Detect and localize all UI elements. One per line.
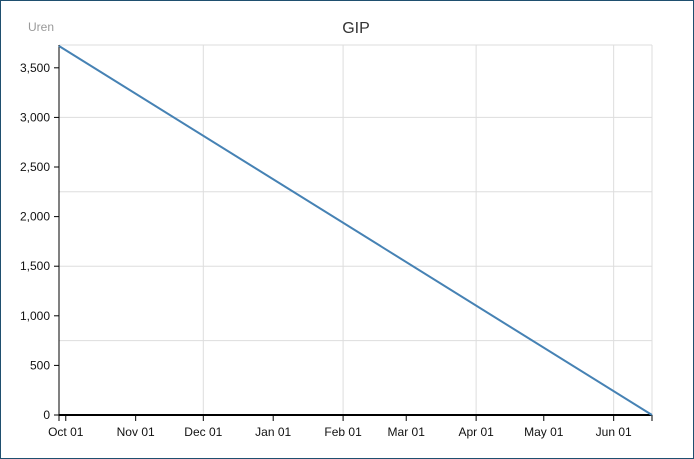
- x-tick-label: Oct 01: [48, 425, 84, 439]
- y-tick-label: 1,000: [20, 309, 50, 323]
- grid-layer: [59, 44, 653, 415]
- y-tick-label: 2,500: [20, 160, 50, 174]
- axis-layer: 0 500 1,000 1,500 2,000 2,500 3,000 3,500 Oct 01…: [20, 45, 653, 439]
- series-line: [58, 45, 653, 416]
- x-tick-label: Mar 01: [388, 425, 426, 439]
- chart-title: GIP: [342, 20, 370, 37]
- y-tick-label: 500: [30, 358, 50, 372]
- x-tick-label: Apr 01: [458, 425, 494, 439]
- series-layer: [58, 45, 653, 416]
- y-tick-label: 3,000: [20, 110, 50, 124]
- y-axis-label: Uren: [28, 20, 54, 34]
- y-tick-label: 1,500: [20, 259, 50, 273]
- x-tick-label: Feb 01: [324, 425, 362, 439]
- x-tick-label: Nov 01: [117, 425, 155, 439]
- x-tick-label: Dec 01: [184, 425, 222, 439]
- y-tick-label: 3,500: [20, 61, 50, 75]
- x-tick-label: Jun 01: [596, 425, 632, 439]
- x-tick-label: May 01: [524, 425, 564, 439]
- x-tick-label: Jan 01: [255, 425, 291, 439]
- y-tick-label: 2,000: [20, 210, 50, 224]
- y-tick-label: 0: [43, 408, 50, 422]
